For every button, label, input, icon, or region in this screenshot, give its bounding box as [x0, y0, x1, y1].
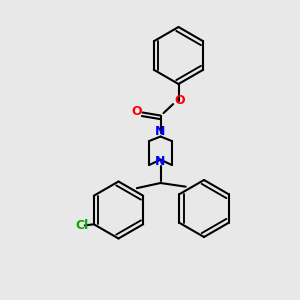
Text: N: N	[155, 125, 166, 139]
Text: O: O	[175, 94, 185, 107]
Text: O: O	[132, 105, 142, 118]
Text: Cl: Cl	[75, 219, 88, 232]
Text: N: N	[155, 155, 166, 169]
